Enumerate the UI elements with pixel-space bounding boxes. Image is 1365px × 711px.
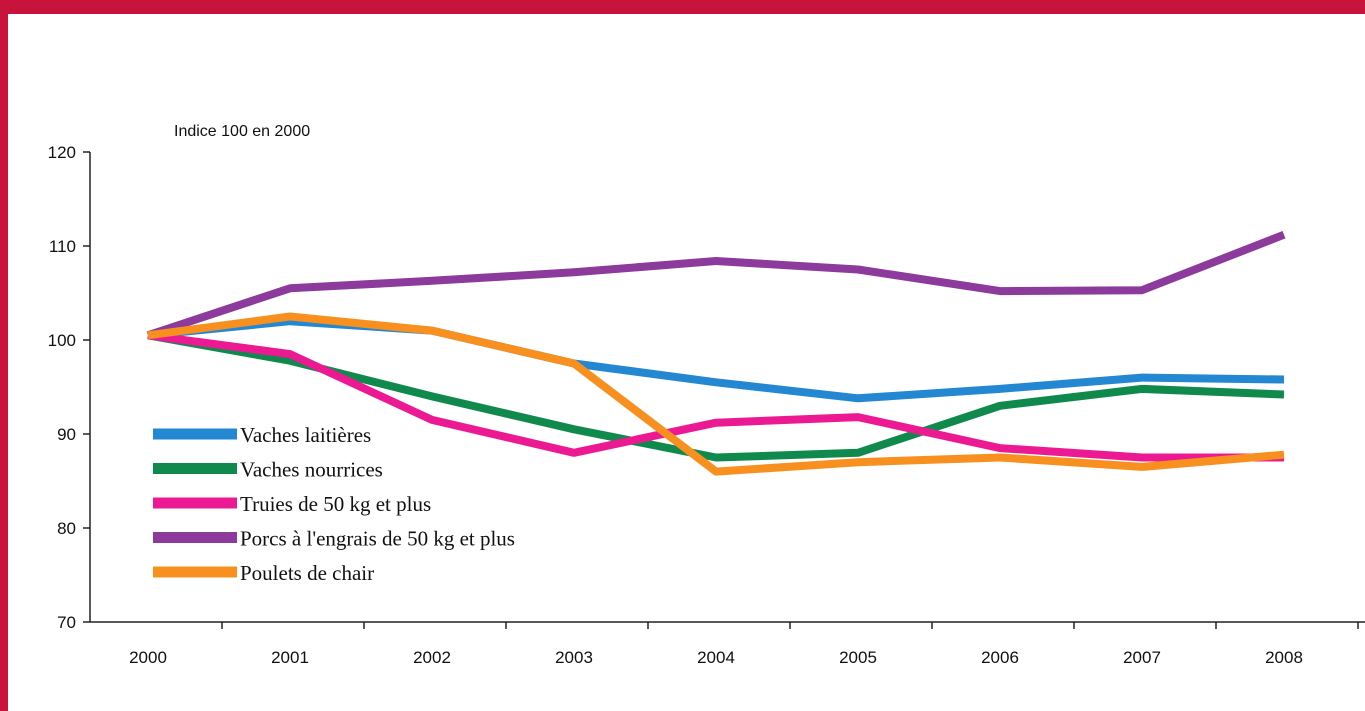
legend-swatch: [153, 566, 237, 578]
series-line: [146, 230, 1286, 340]
legend-label: Vaches laitières: [240, 423, 371, 447]
y-tick-label: 120: [48, 143, 76, 162]
line-chart: 70 80 90 100 110 120 2000 2001 2002 2003 2004 2005 2…: [48, 123, 1365, 667]
legend-label: Vaches nourrices: [240, 458, 383, 482]
series-line: [147, 331, 1284, 462]
legend-swatch: [153, 497, 237, 509]
legend-swatch: [153, 532, 237, 543]
y-tick-label: 110: [49, 237, 76, 256]
x-tick-label: 2002: [413, 648, 451, 667]
x-tick-label: 2007: [1123, 648, 1161, 667]
x-tick-label: 2001: [271, 648, 309, 667]
y-tick-label: 80: [57, 519, 76, 538]
x-tick-label: 2005: [839, 648, 877, 667]
legend: Vaches laitières Vaches nourrices Truies d…: [153, 423, 515, 585]
x-tick-label: 2000: [129, 648, 167, 667]
axes: 70 80 90 100 110 120 2000 2001 2002 2003 2004 2005 2…: [48, 143, 1365, 667]
legend-label: Poulets de chair: [240, 561, 374, 585]
x-tick-label: 2003: [555, 648, 593, 667]
chart-subtitle: Indice 100 en 2000: [174, 123, 310, 140]
series-line: [147, 317, 1285, 403]
series-lines: [146, 230, 1286, 476]
legend-swatch: [153, 463, 237, 474]
legend-swatch: [153, 428, 237, 440]
legend-label: Truies de 50 kg et plus: [240, 492, 431, 516]
x-tick-label: 2006: [981, 648, 1019, 667]
series-line: [147, 312, 1285, 476]
y-tick-label: 90: [57, 425, 76, 444]
x-tick-label: 2004: [697, 648, 735, 667]
legend-label: Porcs à l'engrais de 50 kg et plus: [240, 527, 515, 551]
y-tick-label: 70: [57, 613, 76, 632]
x-tick-label: 2008: [1265, 648, 1303, 667]
y-tick-label: 100: [48, 331, 76, 350]
